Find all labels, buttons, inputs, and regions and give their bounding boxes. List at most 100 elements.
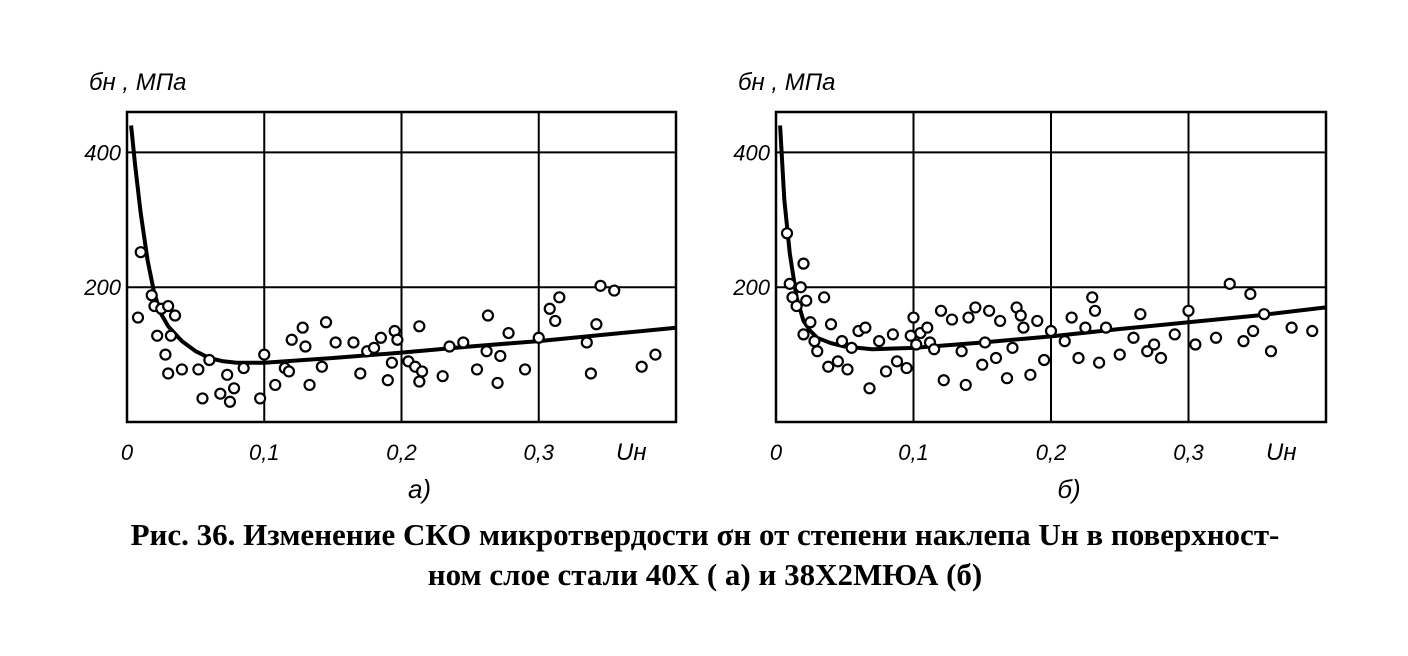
data-point-a-66 [649,348,662,361]
data-point-b-17 [845,341,858,354]
data-point-b-10 [811,345,824,358]
data-point-a-61 [584,367,598,380]
y-tick-label-b-0: 200 [732,275,770,300]
data-point-a-27 [299,340,312,353]
data-point-b-14 [831,355,844,368]
data-point-a-20 [254,392,267,405]
data-point-a-30 [319,316,333,329]
data-point-b-45 [1000,372,1014,385]
data-point-b-51 [1031,314,1044,328]
data-point-b-52 [1038,353,1051,367]
data-point-a-49 [470,363,484,376]
data-point-b-64 [1134,308,1147,321]
data-point-b-32 [928,343,941,356]
data-point-a-29 [315,360,328,373]
data-point-a-44 [413,375,426,388]
data-point-a-12 [192,363,205,376]
data-point-b-68 [1168,328,1181,341]
data-point-b-40 [976,358,989,371]
data-point-b-22 [879,365,893,378]
data-point-a-15 [214,387,227,400]
data-point-a-18 [227,382,241,395]
data-point-b-79 [1306,324,1319,338]
data-point-b-27 [907,311,920,324]
x-axis-label-b: Uн [1266,439,1297,466]
x-tick-label-b-2: 0,2 [1036,440,1067,465]
data-point-b-34 [937,374,950,387]
x-tick-label-a-1: 0,1 [249,440,280,465]
data-point-a-11 [175,363,188,376]
data-point-a-60 [580,336,593,349]
data-point-b-55 [1065,311,1078,324]
data-point-b-78 [1285,321,1298,334]
data-point-b-67 [1154,351,1168,365]
data-point-a-52 [491,376,504,390]
panel-label-b: б) [1057,474,1080,504]
data-point-a-64 [608,284,621,297]
x-tick-label-b-1: 0,1 [898,440,929,465]
data-point-a-63 [594,279,607,292]
data-point-b-63 [1127,331,1140,344]
data-point-b-77 [1258,308,1271,321]
data-point-b-53 [1044,324,1058,338]
data-point-b-38 [962,311,975,324]
data-point-b-11 [818,291,831,304]
data-point-a-1 [131,311,145,324]
chart-panel-a: 0 0,1 0,2 0,3 200 400 бн , МПа Uн а) [83,69,678,504]
data-point-a-6 [168,309,182,322]
data-point-a-58 [549,314,562,328]
data-point-a-36 [374,331,388,344]
data-point-b-57 [1079,321,1092,334]
x-tick-label-a-0: 0 [121,440,134,465]
chart-panel-b: 0 0,1 0,2 0,3 200 400 бн , МПа Uн б) [732,69,1328,504]
data-point-b-36 [955,345,968,358]
data-point-b-33 [934,304,948,317]
data-point-a-9 [164,329,178,342]
y-tick-label-b-1: 400 [733,140,770,165]
data-point-b-76 [1264,345,1278,358]
data-point-b-21 [873,335,886,348]
data-point-b-70 [1189,338,1202,351]
data-point-a-65 [635,360,648,373]
data-point-a-62 [590,318,603,331]
data-point-b-23 [886,328,899,341]
y-tick-label-a-1: 400 [84,140,121,165]
data-point-b-69 [1182,304,1195,317]
panel-label-a: а) [408,474,431,504]
data-point-a-56 [532,331,545,344]
data-point-a-16 [221,368,234,381]
data-point-a-57 [543,302,556,315]
data-point-b-49 [1017,321,1030,334]
data-point-b-7 [804,316,817,329]
data-point-a-43 [413,320,426,333]
y-axis-label-b: бн , МПа [738,69,835,96]
data-point-b-3 [790,299,803,313]
x-tick-label-b-0: 0 [770,440,783,465]
data-point-a-26 [296,321,309,334]
plot-frame-b [774,110,1328,424]
data-point-a-55 [518,363,532,376]
data-point-b-9 [808,335,821,348]
data-point-b-30 [921,321,934,334]
data-point-b-19 [859,321,872,334]
data-point-b-28 [910,338,923,351]
data-point-a-8 [159,348,172,361]
data-point-b-4 [794,281,807,294]
data-point-a-46 [436,370,449,383]
data-point-a-35 [367,341,381,354]
data-point-a-17 [223,395,237,408]
data-point-b-75 [1247,324,1260,338]
data-point-b-71 [1209,331,1223,344]
data-point-a-33 [354,367,367,380]
data-point-a-19 [237,361,250,375]
figure-caption-line-2: ном слое стали 40Х ( а) и 38Х2МЮА (б) [427,557,983,592]
data-point-b-66 [1148,338,1161,351]
data-point-a-45 [415,365,429,378]
data-point-b-59 [1088,304,1102,317]
data-point-b-48 [1014,309,1027,322]
data-point-a-53 [494,349,507,363]
y-axis-label-a: бн , МПа [89,69,186,96]
data-point-a-59 [553,291,566,304]
data-point-b-5 [797,257,810,270]
